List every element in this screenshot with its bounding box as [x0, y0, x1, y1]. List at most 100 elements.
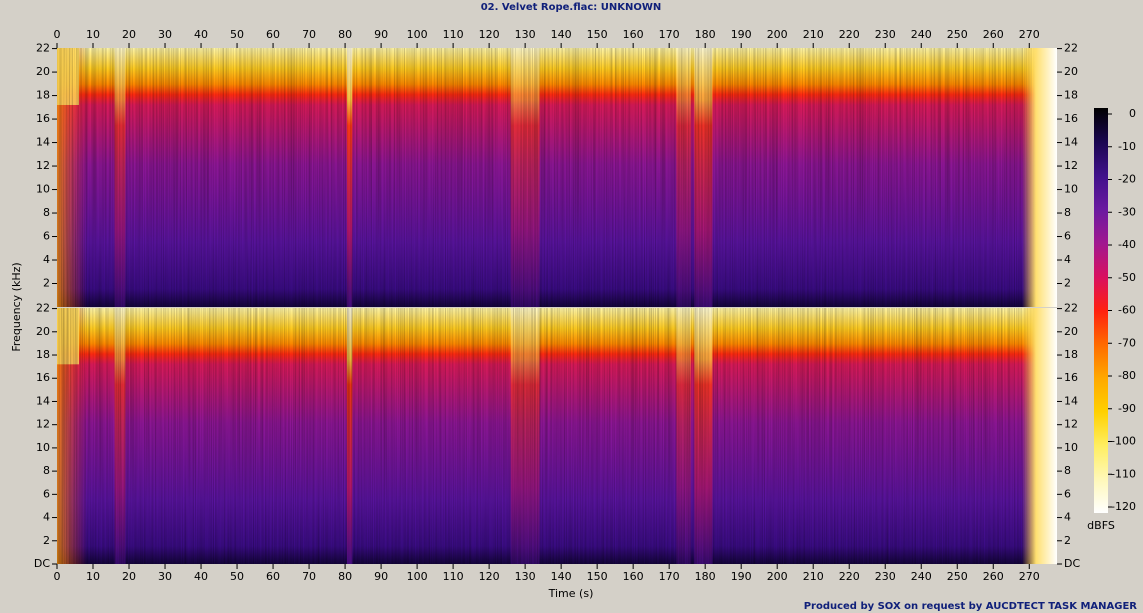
- y-tick-label: DC: [34, 557, 50, 570]
- noise: [57, 48, 1057, 307]
- x-tick-label: 30: [158, 570, 172, 583]
- x-tick-label: 30: [158, 28, 172, 41]
- y-tick-label: 18: [36, 348, 50, 361]
- x-tick-label: 100: [407, 28, 428, 41]
- x-tick-label: 120: [479, 570, 500, 583]
- y-tick-label: 4: [43, 253, 50, 266]
- y-tick-label: 18: [36, 89, 50, 102]
- y-tick-label: 14: [1064, 136, 1078, 149]
- x-tick-label: 260: [983, 570, 1004, 583]
- y-tick-label: 22: [36, 42, 50, 55]
- x-tick-label: 150: [587, 570, 608, 583]
- x-tick-label: 230: [875, 570, 896, 583]
- y-tick-label: 22: [1064, 42, 1078, 55]
- x-tick-label: 0: [54, 570, 61, 583]
- x-tick-label: 160: [623, 570, 644, 583]
- x-tick-label: 130: [515, 570, 536, 583]
- y-axis-label: Frequency (kHz): [10, 262, 23, 351]
- x-tick-label: 140: [551, 570, 572, 583]
- y-tick-label: 10: [1064, 183, 1078, 196]
- y-tick-label: 12: [36, 418, 50, 431]
- y-tick-label: 8: [43, 464, 50, 477]
- x-tick-label: 60: [266, 28, 280, 41]
- y-tick-label: 6: [43, 230, 50, 243]
- y-tick-label: 2: [43, 534, 50, 547]
- x-tick-label: 60: [266, 570, 280, 583]
- x-tick-label: 70: [302, 28, 316, 41]
- x-tick-label: 20: [122, 570, 136, 583]
- colorbar-label: dBFS: [1087, 519, 1115, 532]
- y-tick-label: 14: [36, 136, 50, 149]
- x-tick-label: 170: [659, 28, 680, 41]
- y-tick-label: 2: [43, 277, 50, 290]
- y-tick-label: 6: [43, 487, 50, 500]
- x-tick-label: 250: [947, 28, 968, 41]
- y-tick-label: 10: [1064, 441, 1078, 454]
- y-tick-label: DC: [1064, 557, 1080, 570]
- x-tick-label: 190: [731, 570, 752, 583]
- y-tick-label: 22: [36, 302, 50, 315]
- x-tick-label: 50: [230, 28, 244, 41]
- x-tick-label: 220: [839, 570, 860, 583]
- x-axis-label: Time (s): [548, 587, 594, 600]
- x-tick-label: 200: [767, 28, 788, 41]
- x-tick-label: 190: [731, 28, 752, 41]
- y-tick-label: 16: [36, 112, 50, 125]
- colorbar-tick-label: -50: [1118, 271, 1136, 284]
- x-tick-label: 210: [803, 570, 824, 583]
- x-tick-label: 140: [551, 28, 572, 41]
- colorbar-tick-label: -80: [1118, 369, 1136, 382]
- y-tick-label: 18: [1064, 348, 1078, 361]
- spectrogram-panel: [57, 308, 1057, 564]
- x-tick-label: 40: [194, 28, 208, 41]
- x-tick-label: 80: [338, 28, 352, 41]
- x-tick-label: 240: [911, 28, 932, 41]
- x-tick-label: 80: [338, 570, 352, 583]
- x-tick-label: 210: [803, 28, 824, 41]
- y-tick-label: 14: [36, 394, 50, 407]
- y-tick-label: 6: [1064, 230, 1071, 243]
- x-tick-label: 250: [947, 570, 968, 583]
- x-tick-label: 110: [443, 28, 464, 41]
- colorbar-tick-label: -10: [1118, 140, 1136, 153]
- x-tick-label: 40: [194, 570, 208, 583]
- y-tick-label: 12: [36, 159, 50, 172]
- x-tick-label: 180: [695, 28, 716, 41]
- y-tick-label: 16: [1064, 112, 1078, 125]
- noise: [57, 308, 1057, 564]
- x-tick-label: 260: [983, 28, 1004, 41]
- colorbar: [1094, 108, 1108, 513]
- x-tick-label: 100: [407, 570, 428, 583]
- x-tick-label: 180: [695, 570, 716, 583]
- x-tick-label: 50: [230, 570, 244, 583]
- x-tick-label: 10: [86, 28, 100, 41]
- y-tick-label: 8: [1064, 464, 1071, 477]
- y-tick-label: 8: [43, 206, 50, 219]
- colorbar-tick-label: -60: [1118, 304, 1136, 317]
- y-tick-label: 20: [1064, 325, 1078, 338]
- x-tick-label: 0: [54, 28, 61, 41]
- spectrogram-panel: [57, 48, 1057, 307]
- x-tick-label: 110: [443, 570, 464, 583]
- end-fade: [1022, 308, 1057, 564]
- x-tick-label: 230: [875, 28, 896, 41]
- x-tick-label: 200: [767, 570, 788, 583]
- x-tick-label: 10: [86, 570, 100, 583]
- colorbar-tick-label: -100: [1111, 435, 1136, 448]
- colorbar-tick-label: -110: [1111, 467, 1136, 480]
- colorbar-tick-label: -20: [1118, 173, 1136, 186]
- y-tick-label: 12: [1064, 159, 1078, 172]
- y-tick-label: 10: [36, 183, 50, 196]
- colorbar-tick-label: 0: [1129, 107, 1136, 120]
- x-tick-label: 270: [1019, 28, 1040, 41]
- x-tick-label: 20: [122, 28, 136, 41]
- colorbar-tick-label: -30: [1118, 205, 1136, 218]
- y-tick-label: 2: [1064, 277, 1071, 290]
- y-tick-label: 16: [1064, 371, 1078, 384]
- y-tick-label: 8: [1064, 206, 1071, 219]
- y-tick-label: 16: [36, 371, 50, 384]
- x-tick-label: 160: [623, 28, 644, 41]
- y-tick-label: 14: [1064, 394, 1078, 407]
- y-tick-label: 6: [1064, 487, 1071, 500]
